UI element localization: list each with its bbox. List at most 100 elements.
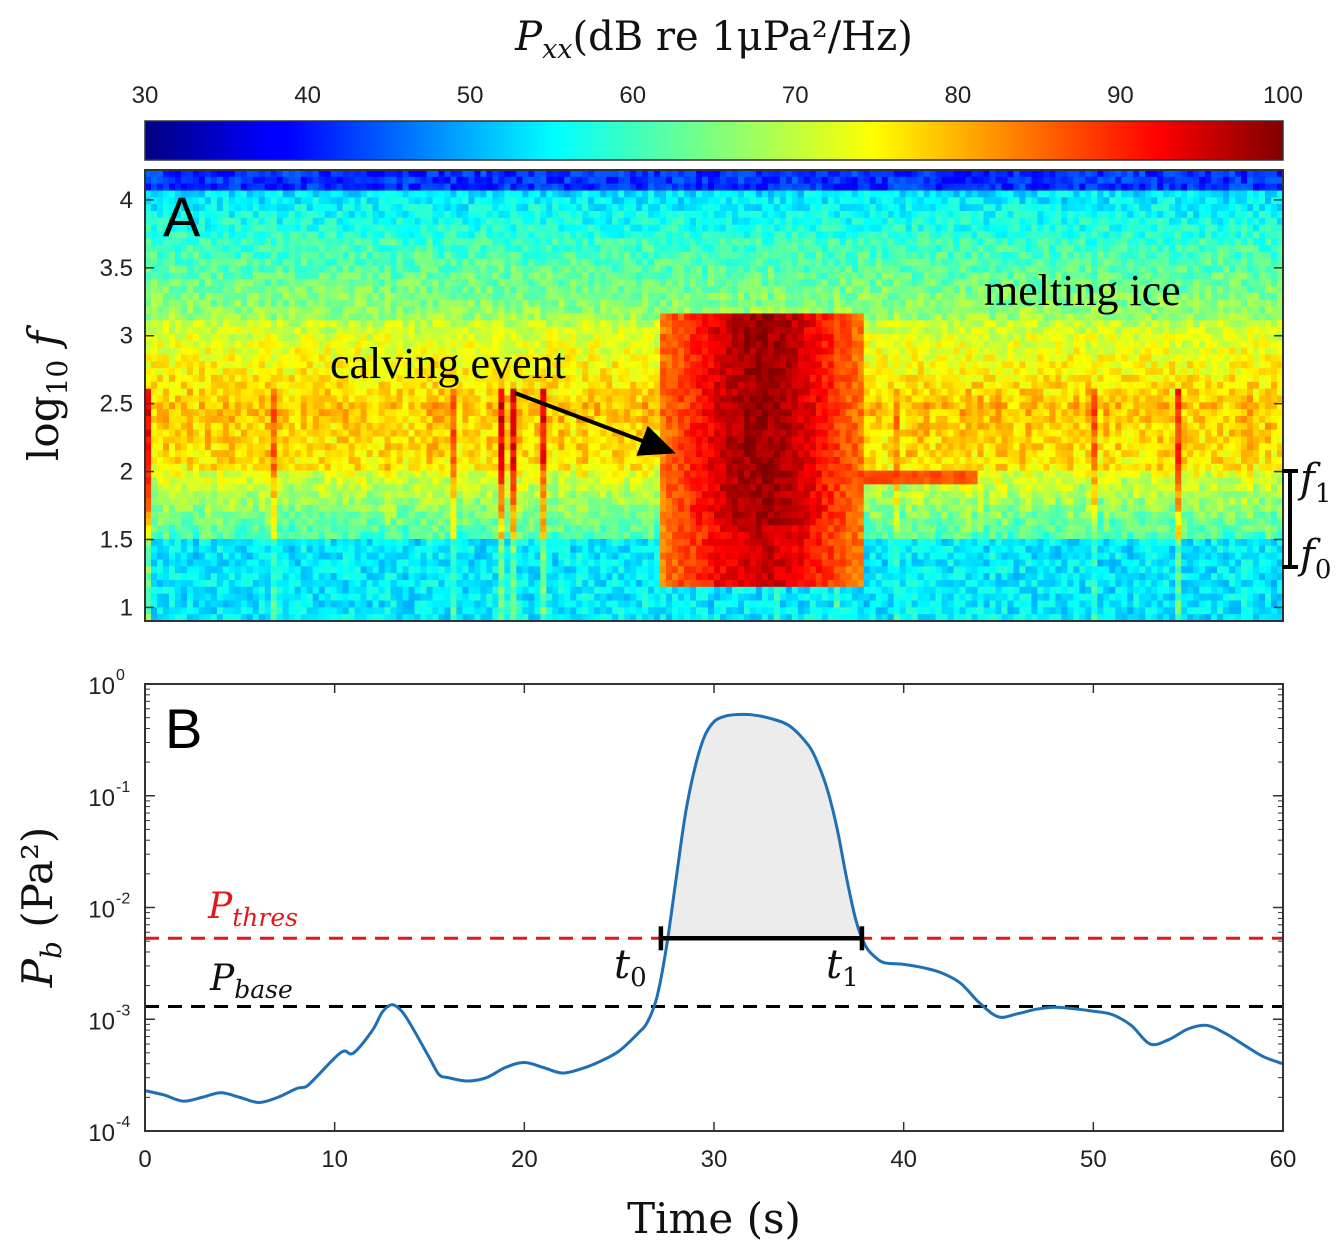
spectrogram-cell	[797, 313, 805, 321]
spectrogram-cell	[923, 320, 931, 328]
spectrogram-cell	[552, 190, 559, 198]
spectrogram-cell	[222, 183, 230, 192]
spectrogram-cell	[474, 245, 482, 253]
spectrogram-cell	[414, 190, 422, 198]
spectrogram-cell	[666, 320, 673, 328]
spectrogram-cell	[887, 183, 895, 192]
spectrogram-cell	[198, 293, 206, 301]
spectrogram-cell	[552, 231, 559, 239]
spectrogram-cell	[198, 320, 206, 328]
spectrogram-cell	[570, 245, 577, 253]
spectrogram-cell	[360, 340, 368, 349]
spectrogram-cell	[1049, 197, 1056, 205]
spectrogram-cell	[1169, 293, 1176, 301]
spectrogram-cell	[618, 211, 625, 219]
spectrogram-cell	[186, 170, 194, 178]
spectrogram-cell	[1205, 170, 1212, 178]
spectrogram-cell	[384, 252, 392, 260]
spectrogram-cell	[252, 183, 260, 192]
spectrogram-cell	[1031, 176, 1039, 185]
spectrogram-cell	[1223, 299, 1230, 308]
spectrogram-cell	[252, 347, 260, 356]
spectrogram-cell	[288, 347, 296, 356]
spectrogram-cell	[1061, 190, 1068, 198]
spectrogram-cell	[558, 299, 565, 308]
spectrogram-cell	[162, 320, 170, 328]
spectrogram-cell	[492, 190, 499, 198]
spectrogram-cell	[636, 204, 643, 212]
spectrogram-cell	[234, 299, 242, 308]
spectrogram-cell	[1061, 306, 1068, 315]
spectrogram-cell	[252, 238, 260, 246]
spectrogram-cell	[971, 197, 979, 205]
spectrogram-cell	[714, 299, 721, 308]
spectrogram-cell	[288, 299, 296, 308]
spectrogram-cell	[851, 313, 859, 321]
spectrogram-cell	[408, 176, 416, 185]
spectrogram-cell	[779, 211, 787, 219]
spectrogram-cell	[414, 293, 422, 301]
spectrogram-cell	[534, 334, 541, 342]
spectrogram-cell	[354, 211, 362, 219]
spectrogram-cell	[198, 190, 206, 198]
spectrogram-cell	[773, 279, 781, 287]
spectrogram-cell	[1205, 320, 1212, 328]
spectrogram-cell	[210, 170, 218, 178]
spectrogram-cell	[1049, 327, 1056, 335]
spectrogram-cell	[1265, 313, 1272, 321]
spectrogram-cell	[150, 327, 158, 335]
spectrogram-cell	[1181, 313, 1188, 321]
spectrogram-cell	[1271, 340, 1278, 349]
spectrogram-cell	[570, 176, 577, 185]
spectrogram-cell	[905, 334, 913, 342]
spectrogram-cell	[731, 252, 739, 260]
spectrogram-cell	[1253, 190, 1260, 198]
spectrogram-cell	[1145, 279, 1152, 287]
spectrogram-cell	[869, 211, 877, 219]
spectrogram-cell	[210, 176, 218, 185]
spectrogram-cell	[300, 272, 308, 280]
spectrogram-cell	[1007, 258, 1015, 267]
spectrogram-cell	[366, 176, 374, 185]
spectrogram-cell	[576, 217, 583, 226]
spectrogram-cell	[360, 170, 368, 178]
spectrogram-cell	[594, 293, 601, 301]
spectrogram-cell	[1265, 327, 1272, 335]
spectrogram-cell	[1055, 293, 1062, 301]
spectrogram-cell	[426, 197, 434, 205]
spectrogram-cell	[462, 217, 470, 226]
spectrogram-cell	[1061, 170, 1068, 178]
spectrogram-cell	[204, 217, 212, 226]
spectrogram-cell	[797, 245, 805, 253]
spectrogram-cell	[558, 231, 565, 239]
spectrogram-cell	[468, 211, 476, 219]
spectrogram-cell	[594, 320, 601, 328]
spectrogram-cell	[678, 306, 685, 315]
spectrogram-cell	[504, 190, 511, 198]
spectrogram-cell	[468, 306, 476, 315]
spectrogram-cell	[1127, 224, 1134, 233]
spectrogram-cell	[1133, 279, 1140, 287]
spectrogram-cell	[827, 211, 835, 219]
spectrogram-cell	[1169, 170, 1176, 178]
spectrogram-cell	[696, 258, 703, 267]
spectrogram-cell	[959, 286, 967, 294]
spectrogram-cell	[1115, 334, 1122, 342]
spectrogram-cell	[761, 279, 769, 287]
spectrogram-cell	[582, 286, 589, 294]
spectrogram-cell	[737, 224, 745, 233]
spectrogram-cell	[755, 313, 763, 321]
spectrogram-cell	[911, 204, 919, 212]
spectrogram-cell	[612, 313, 619, 321]
spectrogram-cell	[654, 224, 661, 233]
spectrogram-cell	[863, 299, 871, 308]
spectrogram-cell	[390, 176, 398, 185]
spectrogram-cell	[192, 272, 200, 280]
spectrogram-cell	[366, 306, 374, 315]
spectrogram-cell	[228, 252, 236, 260]
spectrogram-cell	[1079, 176, 1086, 185]
spectrogram-cell	[1157, 245, 1164, 253]
spectrogram-cell	[408, 286, 416, 294]
spectrogram-cell	[288, 197, 296, 205]
spectrogram-cell	[480, 252, 487, 260]
